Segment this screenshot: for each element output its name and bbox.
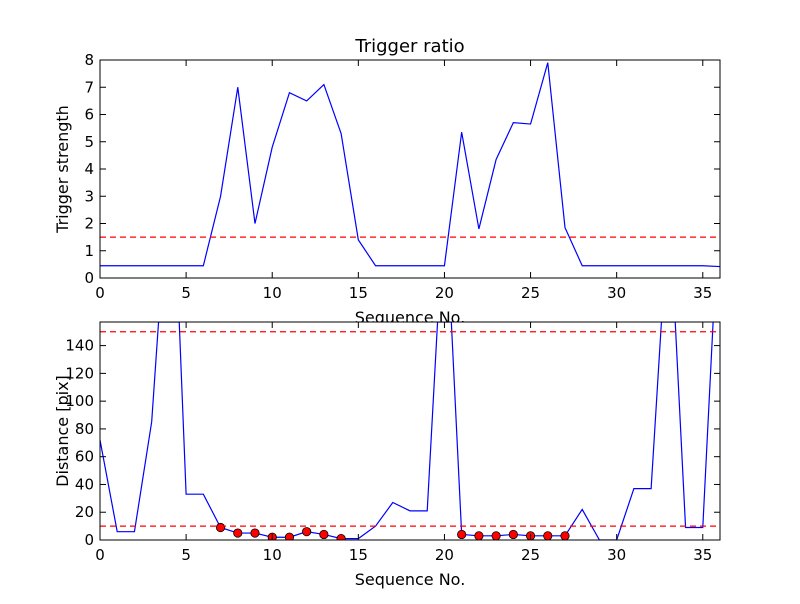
y-tick-label: 8: [84, 51, 94, 69]
x-tick-label: 10: [263, 546, 282, 564]
y-tick-label: 40: [75, 475, 94, 493]
x-tick-label: 0: [95, 546, 105, 564]
y-tick-label: 5: [84, 133, 94, 151]
y-tick-label: 0: [84, 269, 94, 287]
plot-series: [100, 62, 720, 268]
y-tick-label: 60: [75, 448, 94, 466]
x-tick-label: 15: [349, 546, 368, 564]
x-tick-label: 30: [607, 546, 626, 564]
data-point: [543, 531, 553, 540]
x-axis-label: Sequence No.: [355, 570, 466, 589]
y-tick-label: 4: [84, 160, 94, 178]
data-point: [319, 529, 329, 540]
x-tick-label: 5: [181, 284, 191, 302]
y-axis-label: Distance [pix]: [53, 375, 72, 487]
y-axis-label: Trigger strength: [53, 105, 72, 234]
data-point: [233, 528, 243, 538]
data-point: [215, 522, 226, 533]
x-tick-label: 20: [435, 546, 454, 564]
chart-title: Trigger ratio: [354, 36, 464, 57]
plot-area: [100, 322, 720, 540]
plot-area: [100, 60, 720, 278]
y-tick-label: 120: [65, 364, 94, 382]
y-tick-label: 100: [65, 392, 94, 410]
plot-series: [100, 322, 720, 540]
y-tick-label: 140: [65, 337, 94, 355]
y-tick-label: 20: [75, 503, 94, 521]
series-line: [100, 62, 720, 268]
x-tick-label: 0: [95, 284, 105, 302]
y-tick-label: 0: [84, 531, 94, 549]
data-point: [250, 528, 260, 538]
data-point: [302, 527, 312, 537]
data-point: [508, 529, 518, 540]
y-tick-label: 80: [75, 420, 94, 438]
x-tick-label: 30: [607, 284, 626, 302]
x-tick-label: 25: [521, 284, 540, 302]
data-point: [474, 531, 484, 540]
data-point: [284, 532, 295, 540]
x-tick-label: 20: [435, 284, 454, 302]
axes-frame: [99, 321, 721, 541]
x-tick-label: 15: [349, 284, 368, 302]
data-point: [491, 531, 501, 540]
y-tick-label: 7: [84, 78, 94, 96]
data-point: [336, 534, 346, 540]
data-point: [560, 531, 570, 540]
y-tick-label: 6: [84, 106, 94, 124]
series-line: [100, 322, 714, 540]
distance-panel: 0 5 10 15 20 25 30 35 0 20 40 60 80 100 120 140 Sequence…: [53, 321, 721, 589]
y-tick-label: 1: [84, 242, 94, 260]
x-tick-label: 5: [181, 546, 191, 564]
x-tick-label: 25: [521, 546, 540, 564]
x-tick-label: 35: [693, 284, 712, 302]
data-point: [457, 529, 467, 540]
x-tick-label: 10: [263, 284, 282, 302]
y-tick-label: 2: [84, 215, 94, 233]
x-tick-label: 35: [693, 546, 712, 564]
y-tick-label: 3: [84, 187, 94, 205]
